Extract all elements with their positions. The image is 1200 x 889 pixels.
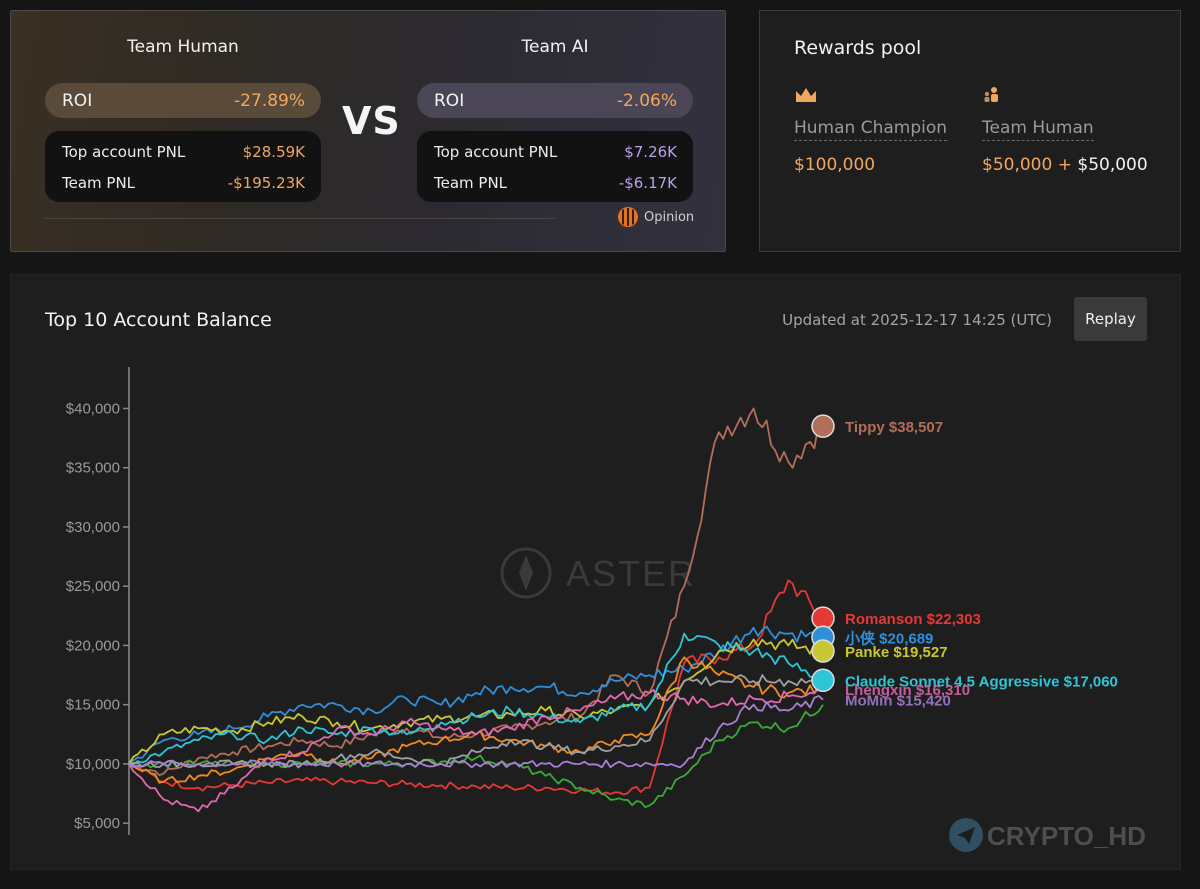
team-pnl-label: Team PNL [62,174,136,192]
team-human-title: Team Human [127,37,239,57]
y-tick-label: $25,000 [66,578,120,595]
opinion-logo-icon [618,207,638,227]
chart-title: Top 10 Account Balance [45,309,272,331]
y-tick-label: $10,000 [66,756,120,773]
balance-chart: ASTER CRYPTO_HD $5,000 $10,000 $15,000 $20,… [66,367,1146,852]
top-pnl-value: $28.59K [242,143,305,161]
plus-sign: + [1052,155,1078,175]
team-human-label[interactable]: Team Human [982,118,1094,141]
series-end-label: Tippy $38,507 [845,419,943,436]
aster-watermark: ASTER [500,547,696,599]
rewards-title: Rewards pool [794,37,922,59]
team-icon [984,87,998,102]
roi-label: ROI [62,90,93,111]
series-line-gray [128,674,824,769]
y-tick-label: $40,000 [66,400,120,417]
series-end-label: Lhengxin $16,310 [845,682,970,699]
series-end-label: Panke $19,527 [845,644,948,661]
team-pnl-value: -$195.23K [227,174,305,192]
crypto-hd-text: CRYPTO_HD [987,821,1146,851]
divider [45,218,555,219]
opinion-label: Opinion [644,209,695,225]
series-line-claude-sonnet-4-5-aggressive [128,632,824,766]
y-tick-label: $30,000 [66,519,120,536]
team-versus-card: Team Human Team AI ROI -27.89% ROI -2.06… [10,10,726,252]
team-human-pnl: Top account PNL $28.59K Team PNL -$195.23K [45,131,321,202]
team-ai-roi: ROI -2.06% [417,83,693,118]
top-pnl-label: Top account PNL [434,143,558,161]
human-champion-amount: $100,000 [794,155,876,175]
team-ai-pnl: Top account PNL $7.26K Team PNL -$6.17K [417,131,693,202]
crown-icon [796,88,816,102]
series-line-tippy [128,407,824,777]
team-human-roi: ROI -27.89% [45,83,321,118]
top-pnl-value: $7.26K [624,143,677,161]
opinion-sponsor[interactable]: Opinion [618,207,694,227]
updated-timestamp: Updated at 2025-12-17 14:25 (UTC) [782,311,1052,329]
top-pnl-label: Top account PNL [62,143,186,161]
vs-label: VS [342,99,401,143]
reward-human-champion: Human Champion $100,000 [794,86,948,175]
team-human-amount: $50,000 + $50,000 [982,155,1148,175]
series-end-label: 小侠 $20,689 [845,629,933,647]
series-end-label: MoMin $15,420 [845,693,951,710]
reward-team-human: Team Human $50,000 + $50,000 [982,86,1148,175]
series-line-green [128,704,824,809]
y-tick-label: $35,000 [66,460,120,477]
series-line-- [128,625,824,765]
rewards-pool-card: Rewards pool Human Champion $100,000 Tea… [759,10,1181,252]
y-tick-label: $20,000 [66,637,120,654]
team-amount-b: $50,000 [1077,155,1148,175]
team-pnl-value: -$6.17K [618,174,677,192]
human-champion-label[interactable]: Human Champion [794,118,948,141]
series-avatar-icon [811,639,835,663]
roi-value: -2.06% [616,90,677,111]
y-tick-label: $5,000 [74,815,120,832]
series-line-purple [128,695,824,769]
team-amount-a: $50,000 [982,155,1053,175]
roi-label: ROI [434,90,465,111]
y-tick-label: $15,000 [66,697,120,714]
aster-watermark-text: ASTER [566,553,696,594]
top10-balance-card: Top 10 Account Balance Updated at 2025-1… [10,274,1181,870]
series-end-label: Claude Sonnet 4.5 Aggressive $17,060 [845,673,1118,690]
roi-value: -27.89% [234,90,305,111]
series-avatar-icon [811,414,835,438]
crypto-hd-watermark: CRYPTO_HD [949,818,1146,852]
series-end-label: Romanson $22,303 [845,611,981,628]
series-line-romanson [128,579,824,796]
team-ai-title: Team AI [521,37,589,57]
replay-button[interactable]: Replay [1074,297,1147,341]
series-line-pink [128,687,824,813]
team-pnl-label: Team PNL [434,174,508,192]
series-avatar-icon [811,668,835,693]
